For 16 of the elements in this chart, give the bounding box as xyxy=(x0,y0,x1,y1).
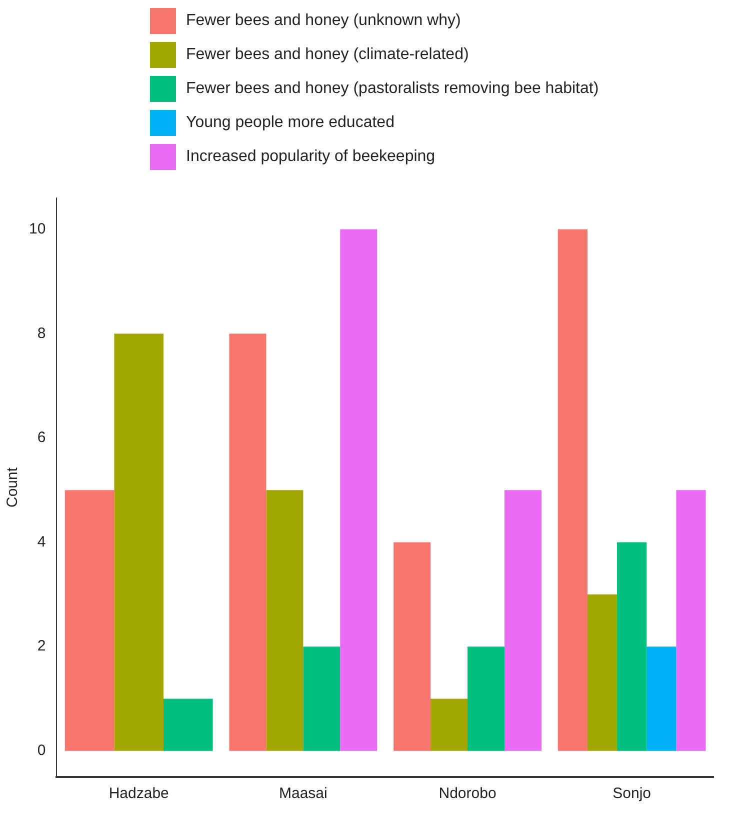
y-tick-label: 2 xyxy=(37,638,46,655)
y-tick-label: 0 xyxy=(37,742,46,760)
x-tick-label: Sonjo xyxy=(612,785,652,802)
y-tick-label: 8 xyxy=(37,324,46,342)
legend-label: Increased popularity of beekeeping xyxy=(186,148,436,166)
x-tick-label: Ndorobo xyxy=(438,785,496,802)
y-axis-title: Count xyxy=(4,466,22,508)
legend-label: Young people more educated xyxy=(186,114,394,132)
x-tick-label: Maasai xyxy=(279,785,328,802)
y-tick-label: 10 xyxy=(28,220,46,238)
legend-label: Fewer bees and honey (pastoralists removing bee habitat) xyxy=(186,80,599,98)
y-tick-label: 6 xyxy=(37,429,46,446)
y-tick-label: 4 xyxy=(37,533,46,550)
x-tick-label: Hadzabe xyxy=(108,785,169,802)
legend-label: Fewer bees and honey (climate-related) xyxy=(186,46,469,64)
legend-label: Fewer bees and honey (unknown why) xyxy=(186,12,461,30)
